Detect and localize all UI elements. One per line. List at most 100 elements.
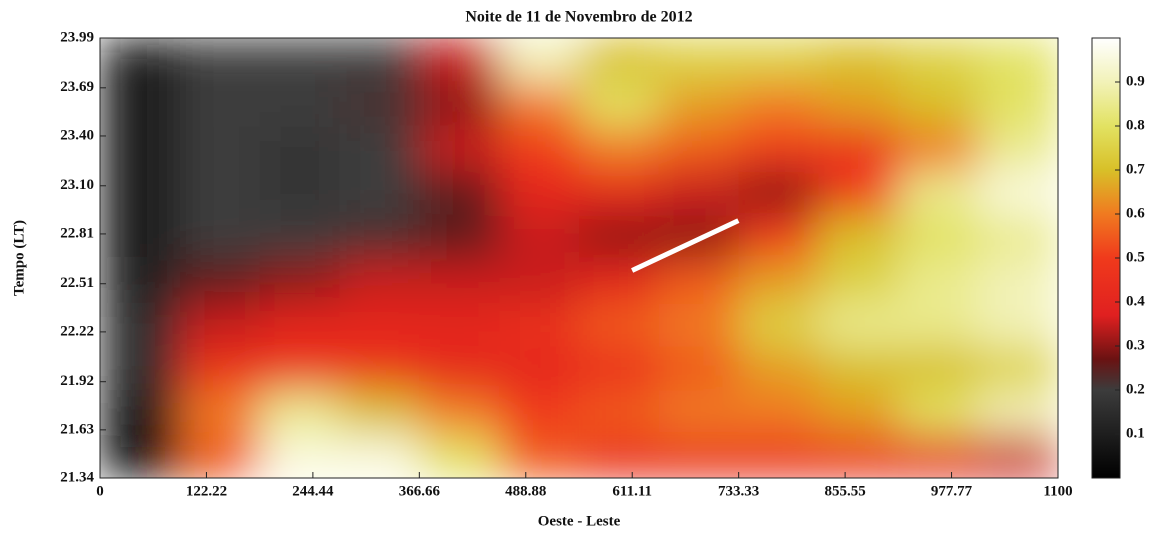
y-tick-label: 21.34 bbox=[60, 469, 94, 485]
heat-cell bbox=[898, 38, 979, 83]
heat-cell bbox=[259, 214, 340, 259]
heat-cell bbox=[259, 170, 340, 215]
heat-cell bbox=[100, 346, 181, 391]
heat-cell bbox=[100, 390, 181, 435]
heat-cell bbox=[259, 126, 340, 171]
heat-cell bbox=[579, 434, 660, 478]
heat-cell bbox=[179, 170, 261, 215]
x-tick-label: 244.44 bbox=[292, 483, 334, 499]
heat-cell bbox=[738, 126, 819, 171]
heat-cell bbox=[179, 38, 261, 83]
heat-cell bbox=[978, 390, 1058, 435]
heat-cell bbox=[499, 302, 580, 347]
heat-cell bbox=[818, 170, 899, 215]
heat-cell bbox=[579, 38, 660, 83]
colorbar-tick-label: 0.4 bbox=[1126, 293, 1145, 309]
heat-cell bbox=[579, 302, 660, 347]
heat-cell bbox=[818, 390, 899, 435]
overlay: 0 122.22 244.44 366.66 488.88 611.11 733.33 855… bbox=[60, 29, 1145, 499]
heat-cell bbox=[100, 126, 181, 171]
heat-cell bbox=[658, 434, 740, 478]
heat-cell bbox=[179, 434, 261, 478]
colorbar-tick-label: 0.8 bbox=[1126, 117, 1145, 133]
heat-cell bbox=[658, 258, 740, 303]
colorbar-tick-label: 0.6 bbox=[1126, 205, 1145, 221]
heat-cell bbox=[499, 346, 580, 391]
heat-cell bbox=[499, 126, 580, 171]
heat-cell bbox=[658, 126, 740, 171]
heat-cell bbox=[259, 38, 340, 83]
heat-cell bbox=[898, 258, 979, 303]
heat-cell bbox=[419, 390, 500, 435]
heat-cell bbox=[339, 82, 420, 127]
x-tick-label: 366.66 bbox=[399, 483, 441, 499]
heat-cell bbox=[259, 346, 340, 391]
heat-cell bbox=[978, 214, 1058, 259]
heat-cell bbox=[978, 82, 1058, 127]
x-tick-label: 611.11 bbox=[612, 483, 652, 499]
heat-cell bbox=[179, 346, 261, 391]
heat-cell bbox=[818, 434, 899, 478]
heat-cell bbox=[339, 258, 420, 303]
x-tick-label: 0 bbox=[96, 483, 104, 499]
heat-cell bbox=[179, 82, 261, 127]
heat-cell bbox=[100, 38, 181, 83]
y-tick-label: 23.99 bbox=[60, 29, 94, 45]
heat-cell bbox=[339, 302, 420, 347]
heat-cell bbox=[499, 258, 580, 303]
colorbar-tick-label: 0.1 bbox=[1126, 425, 1145, 441]
heat-cell bbox=[100, 434, 181, 478]
y-tick-label: 23.10 bbox=[60, 177, 94, 193]
heat-cell bbox=[978, 346, 1058, 391]
x-tick-label: 488.88 bbox=[505, 483, 546, 499]
y-tick-label: 21.63 bbox=[60, 421, 94, 437]
colorbar-tick-label: 0.5 bbox=[1126, 249, 1145, 265]
heat-cell bbox=[658, 390, 740, 435]
y-tick-label: 23.40 bbox=[60, 127, 94, 143]
heat-cell bbox=[499, 390, 580, 435]
colorbar-tick-label: 0.2 bbox=[1126, 381, 1145, 397]
heat-cell bbox=[978, 170, 1058, 215]
heat-cell bbox=[978, 38, 1058, 83]
heat-cell bbox=[978, 302, 1058, 347]
y-tick-label: 22.51 bbox=[60, 275, 94, 291]
heat-cell bbox=[100, 82, 181, 127]
heat-cell bbox=[738, 214, 819, 259]
plot-frame bbox=[99, 37, 1059, 479]
heat-cell bbox=[898, 302, 979, 347]
y-tick-label: 22.22 bbox=[60, 323, 94, 339]
heat-cell bbox=[259, 82, 340, 127]
chart-title: Noite de 11 de Novembro de 2012 bbox=[465, 9, 692, 26]
heat-cell bbox=[738, 170, 819, 215]
heat-cell bbox=[339, 434, 420, 478]
heat-cell bbox=[579, 346, 660, 391]
heatmap-area bbox=[100, 38, 1058, 478]
heat-cell bbox=[419, 434, 500, 478]
heat-cell bbox=[818, 346, 899, 391]
heat-cell bbox=[339, 390, 420, 435]
heat-cell bbox=[898, 170, 979, 215]
x-axis-label: Oeste - Leste bbox=[538, 513, 621, 529]
heat-cell bbox=[259, 258, 340, 303]
x-tick-label: 1100 bbox=[1043, 483, 1072, 499]
x-tick-label: 122.22 bbox=[186, 483, 227, 499]
heat-cell bbox=[100, 214, 181, 259]
heat-cell bbox=[898, 214, 979, 259]
heat-cell bbox=[579, 214, 660, 259]
heat-cell bbox=[339, 126, 420, 171]
heat-cell bbox=[339, 346, 420, 391]
heat-cell bbox=[818, 38, 899, 83]
heat-cell bbox=[419, 346, 500, 391]
heat-cell bbox=[898, 82, 979, 127]
heat-cell bbox=[658, 38, 740, 83]
heat-cell bbox=[419, 38, 500, 83]
heat-cell bbox=[419, 258, 500, 303]
heat-cell bbox=[818, 82, 899, 127]
heat-cell bbox=[339, 170, 420, 215]
heat-cell bbox=[179, 302, 261, 347]
heat-cell bbox=[179, 390, 261, 435]
heat-cell bbox=[499, 214, 580, 259]
heat-cell bbox=[100, 302, 181, 347]
heat-cell bbox=[658, 82, 740, 127]
